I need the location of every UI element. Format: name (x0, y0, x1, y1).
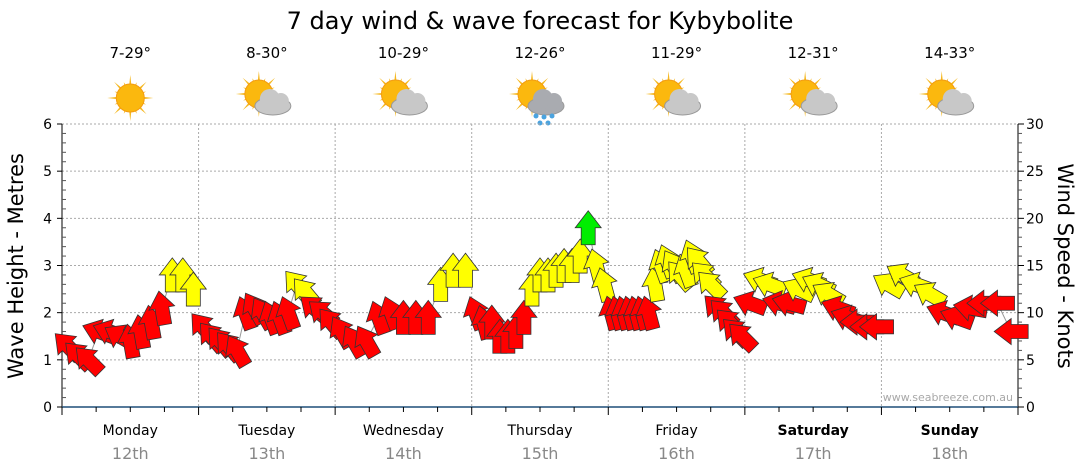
date-label: 18th (931, 444, 968, 463)
date-label: 12th (112, 444, 149, 463)
watermark: www.seabreeze.com.au (883, 391, 1013, 404)
right-tick-label: 20 (1026, 211, 1044, 227)
wind-arrow (591, 267, 618, 304)
sunny-icon (107, 75, 154, 121)
partly-cloudy-icon (372, 71, 428, 117)
wind-arrow (510, 299, 538, 335)
date-label: 17th (795, 444, 832, 463)
day-label: Wednesday (363, 423, 444, 439)
left-tick-label: 6 (43, 117, 52, 133)
date-label: 16th (658, 444, 695, 463)
right-tick-label: 10 (1026, 306, 1044, 322)
right-tick-label: 15 (1026, 259, 1044, 275)
rain-drop (537, 120, 543, 126)
day-label: Sunday (921, 423, 979, 439)
axes: 0 1 2 3 4 5 6 0 5 10 15 20 25 30 Monday 12th Tuesday 13th… (43, 117, 1044, 463)
right-axis-title: Wind Speed - Knots (1053, 163, 1077, 368)
wind-arrow (148, 290, 176, 327)
day-label: Thursday (506, 423, 572, 439)
showers-icon (509, 71, 565, 126)
wind-arrow (574, 210, 603, 246)
left-axis-title: Wave Height - Metres (4, 153, 28, 379)
cloud (272, 93, 289, 109)
partly-cloudy-icon (235, 71, 292, 117)
rain-drop (533, 113, 539, 119)
wind-arrow (913, 282, 948, 309)
left-tick-label: 2 (43, 306, 52, 322)
wind-arrow (698, 271, 729, 302)
chart-title: 7 day wind & wave forecast for Kybybolit… (287, 7, 794, 35)
right-tick-label: 25 (1026, 164, 1044, 180)
right-tick-label: 30 (1026, 117, 1044, 133)
wind-arrow (993, 317, 1029, 346)
wind-arrow (771, 289, 808, 317)
day-label: Saturday (778, 423, 849, 439)
left-tick-label: 1 (43, 353, 52, 369)
daily-weather-row: 7-29° 8-30° 10-29° 12-26° 11-29° 12-31° 14-33° (107, 44, 975, 126)
wind-arrow (179, 271, 208, 307)
day-label: Friday (655, 423, 697, 439)
date-label: 15th (522, 444, 559, 463)
wind-arrow (729, 323, 760, 354)
partly-cloudy-icon (782, 71, 838, 117)
temperature-range: 12-31° (788, 44, 839, 62)
rain-drop (541, 114, 547, 120)
left-tick-label: 5 (43, 164, 52, 180)
cloud (955, 93, 972, 109)
cloud (546, 93, 562, 109)
day-label: Monday (103, 423, 158, 439)
partly-cloudy-icon (918, 71, 975, 117)
right-tick-label: 5 (1026, 353, 1035, 369)
wind-arrow (75, 347, 106, 378)
temperature-range: 11-29° (651, 44, 702, 62)
rain-drop (549, 113, 555, 119)
wind-arrow (414, 299, 443, 335)
rain-drop (545, 120, 551, 126)
cloud (682, 93, 699, 109)
cloud (409, 93, 426, 109)
wind-arrow (451, 252, 480, 288)
right-tick-label: 0 (1026, 400, 1035, 416)
wind-arrow (275, 296, 302, 332)
wind-arrows (54, 210, 1029, 378)
cloud (819, 93, 836, 109)
wind-arrow (858, 313, 894, 341)
date-label: 14th (385, 444, 422, 463)
left-tick-label: 4 (43, 211, 52, 227)
temperature-range: 10-29° (378, 44, 429, 62)
wind-arrow (635, 295, 663, 332)
temperature-range: 12-26° (514, 44, 565, 62)
day-label: Tuesday (237, 423, 295, 439)
temperature-range: 7-29° (110, 44, 152, 62)
temperature-range: 14-33° (924, 44, 975, 62)
date-label: 13th (248, 444, 285, 463)
temperature-range: 8-30° (246, 44, 288, 62)
wind-arrow (979, 289, 1015, 318)
partly-cloudy-icon (645, 71, 702, 117)
left-tick-label: 0 (43, 400, 52, 416)
left-tick-label: 3 (43, 259, 52, 275)
wind-arrow (354, 325, 382, 360)
sun-disc (115, 83, 145, 113)
wind-arrow (225, 335, 253, 370)
